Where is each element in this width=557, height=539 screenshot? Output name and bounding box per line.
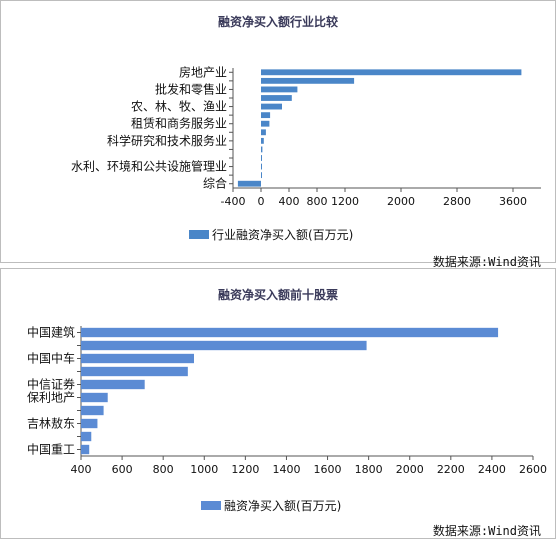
x-tick-label: 1600 bbox=[314, 463, 342, 476]
x-tick-label: 800 bbox=[307, 195, 328, 208]
data-source: 数据来源:Wind资讯 bbox=[432, 524, 541, 538]
chart-title: 融资净买入额行业比较 bbox=[217, 15, 338, 29]
bar bbox=[237, 180, 261, 187]
x-tick-label: -400 bbox=[221, 195, 246, 208]
bar bbox=[261, 77, 355, 84]
legend-swatch bbox=[201, 501, 221, 510]
x-tick-label: 1200 bbox=[331, 195, 359, 208]
bar bbox=[261, 95, 292, 101]
y-tick-label: 中国重工 bbox=[27, 442, 75, 457]
bar bbox=[261, 103, 282, 110]
bar bbox=[261, 163, 262, 170]
x-tick-label: 400 bbox=[71, 463, 92, 476]
y-tick-label: 农、林、牧、渔业 bbox=[131, 100, 227, 114]
bar bbox=[261, 146, 263, 153]
bar bbox=[261, 155, 262, 161]
x-tick-label: 0 bbox=[258, 195, 265, 208]
y-tick-label: 中信证券 bbox=[27, 377, 75, 392]
x-tick-label: 2600 bbox=[519, 463, 547, 476]
x-tick-label: 2800 bbox=[443, 195, 471, 208]
chart-legend: 行业融资净买入额(百万元) bbox=[189, 226, 353, 243]
bar bbox=[81, 327, 499, 338]
chart-title: 融资净买入额前十股票 bbox=[217, 288, 338, 302]
x-tick-label: 3600 bbox=[499, 195, 527, 208]
x-tick-label: 800 bbox=[153, 463, 174, 476]
legend-label: 融资净买入额(百万元) bbox=[224, 499, 342, 513]
bar bbox=[261, 112, 271, 119]
x-tick-label: 2200 bbox=[437, 463, 465, 476]
y-tick-label: 中国建筑 bbox=[27, 325, 75, 340]
chart-legend: 融资净买入额(百万元) bbox=[201, 497, 341, 514]
bar bbox=[81, 418, 98, 429]
bar bbox=[261, 137, 264, 144]
y-tick-label: 综合 bbox=[203, 176, 227, 191]
data-source: 数据来源:Wind资讯 bbox=[432, 255, 541, 269]
chart-panel-industry: 融资净买入额行业比较 房地产业批发和零售业农、林、牧、渔业 租赁和商务服务业科学研… bbox=[0, 0, 556, 269]
legend-label: 行业融资净买入额(百万元) bbox=[212, 228, 354, 242]
industry-bar-chart: 房地产业批发和零售业农、林、牧、渔业租赁和商务服务业科学研究和技术服务业水利、环… bbox=[71, 64, 541, 208]
bar bbox=[81, 366, 188, 377]
y-tick-label: 批发和零售业 bbox=[155, 81, 227, 96]
bar bbox=[261, 86, 298, 93]
x-tick-label: 1200 bbox=[231, 463, 259, 476]
bar bbox=[261, 69, 522, 76]
x-tick-label: 600 bbox=[112, 463, 133, 476]
y-tick-label: 房地产业 bbox=[179, 64, 227, 79]
x-tick-label: 2000 bbox=[387, 195, 415, 208]
bar bbox=[81, 340, 367, 351]
y-tick-label: 保利地产 bbox=[27, 391, 75, 405]
x-tick-label: 1000 bbox=[190, 463, 218, 476]
bar bbox=[81, 405, 104, 416]
y-tick-label: 租赁和商务服务业 bbox=[131, 116, 227, 131]
y-tick-label: 吉林敖东 bbox=[27, 416, 75, 431]
x-tick-label: 1400 bbox=[272, 463, 300, 476]
x-tick-label: 2000 bbox=[396, 463, 424, 476]
bar bbox=[261, 120, 270, 127]
y-tick-label: 中国中车 bbox=[27, 351, 75, 366]
y-tick-label: 科学研究和技术服务业 bbox=[107, 133, 227, 148]
bar bbox=[81, 353, 194, 364]
bar bbox=[81, 431, 92, 442]
bar bbox=[81, 379, 145, 390]
bar bbox=[81, 444, 90, 455]
bar bbox=[81, 392, 108, 403]
x-tick-label: 2400 bbox=[478, 463, 506, 476]
legend-swatch bbox=[189, 230, 209, 239]
bar bbox=[261, 172, 262, 179]
chart-panel-stocks: 融资净买入额前十股票 中国建筑中国中车中信证券 保利地产吉林敖东中国重工 400 60… bbox=[0, 268, 556, 539]
y-tick-label: 水利、环境和公共设施管理业 bbox=[71, 159, 227, 174]
x-tick-label: 400 bbox=[279, 195, 300, 208]
bar bbox=[261, 129, 266, 136]
x-tick-label: 1800 bbox=[355, 463, 383, 476]
